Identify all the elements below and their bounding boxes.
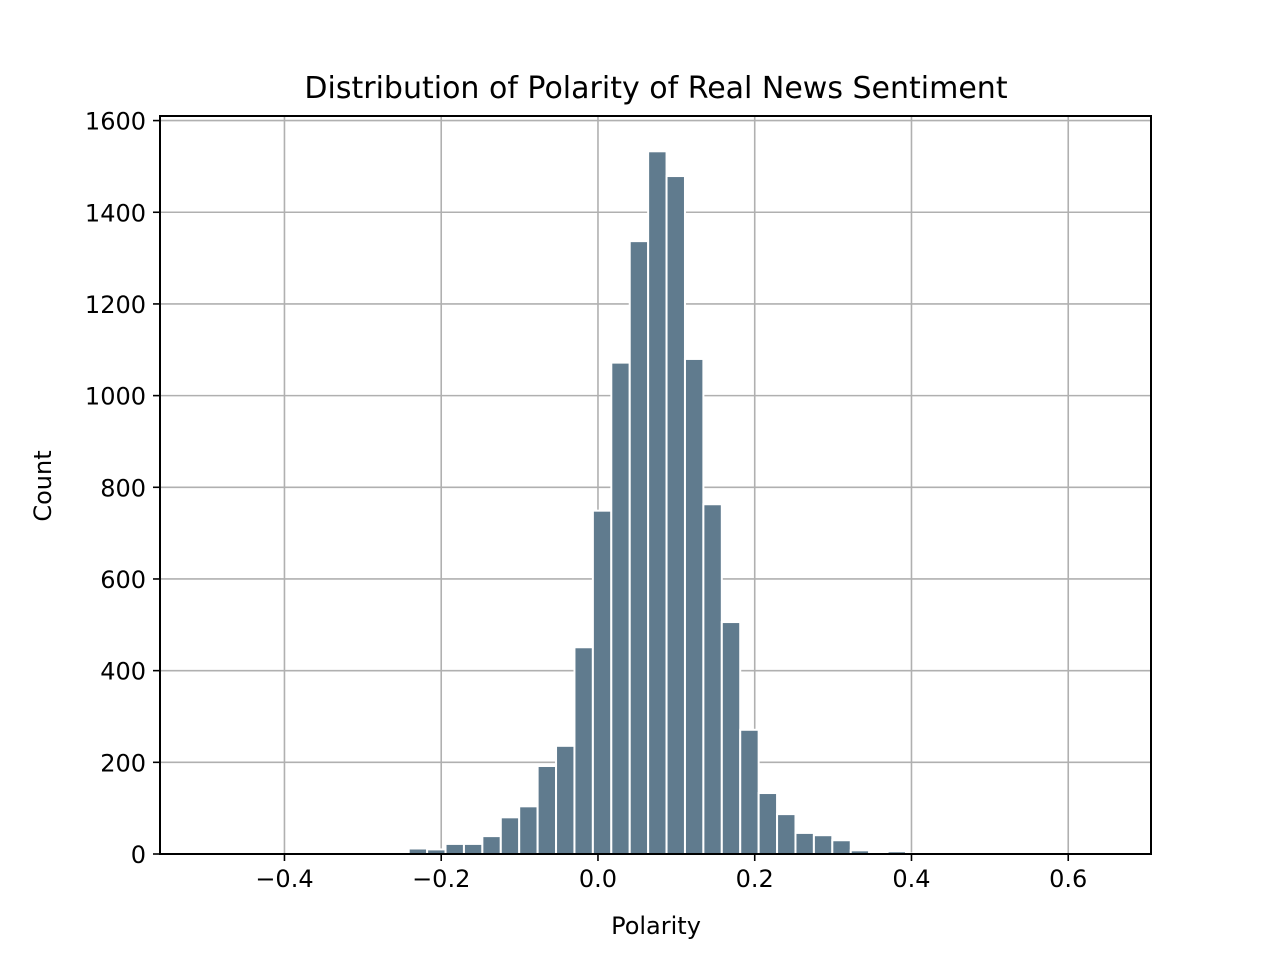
y-tick-label-4: 800 — [100, 474, 146, 502]
histogram-bar-16 — [499, 816, 521, 855]
y-tick-label-0: 0 — [131, 841, 146, 869]
x-tick-label-1: −0.2 — [412, 865, 470, 893]
histogram-bars — [370, 150, 963, 856]
histogram-bar-25 — [665, 175, 686, 855]
x-tick-label-5: 0.6 — [1049, 865, 1087, 893]
histogram-bar-17 — [518, 805, 539, 855]
histogram-bar-27 — [702, 503, 723, 855]
x-tick-label-0: −0.4 — [255, 865, 313, 893]
y-tick-label-5: 1000 — [85, 383, 146, 411]
y-axis-label: Count — [29, 450, 57, 521]
y-tick-label-6: 1200 — [85, 291, 146, 319]
histogram-bar-29 — [739, 728, 760, 856]
histogram-bar-32 — [794, 831, 815, 856]
histogram-bar-30 — [757, 792, 779, 856]
x-tick-label-4: 0.4 — [892, 865, 930, 893]
histogram-bar-18 — [536, 764, 558, 855]
histogram-bar-22 — [610, 361, 631, 855]
plot-frame — [159, 115, 1152, 855]
histogram-bar-28 — [720, 621, 742, 855]
x-axis-ticks: −0.4 −0.2 0.0 0.2 0.4 0.6 — [255, 854, 1087, 893]
histogram-bar-26 — [683, 357, 705, 855]
y-tick-label-2: 400 — [100, 658, 146, 686]
histogram-bar-20 — [573, 646, 594, 855]
histogram-bar-13 — [444, 842, 465, 855]
x-axis-label: Polarity — [611, 912, 701, 940]
histogram-bar-21 — [591, 509, 613, 855]
histogram-bar-15 — [481, 835, 502, 856]
chart-title: Distribution of Polarity of Real News Se… — [304, 71, 1007, 106]
x-tick-label-3: 0.2 — [736, 865, 774, 893]
histogram-bar-34 — [831, 839, 852, 856]
histogram-bar-23 — [628, 240, 650, 855]
histogram-bar-31 — [776, 813, 797, 855]
y-tick-label-3: 600 — [100, 566, 146, 594]
x-tick-label-2: 0.0 — [579, 865, 617, 893]
y-axis-ticks: 0 200 400 600 800 1000 1200 1400 1600 — [85, 108, 160, 869]
histogram-bar-14 — [462, 842, 484, 855]
y-tick-label-1: 200 — [100, 749, 146, 777]
histogram-bar-33 — [812, 834, 834, 856]
histogram-bar-24 — [647, 150, 668, 855]
histogram-bar-19 — [555, 744, 576, 855]
y-tick-label-8: 1600 — [85, 108, 146, 136]
y-tick-label-7: 1400 — [85, 199, 146, 227]
